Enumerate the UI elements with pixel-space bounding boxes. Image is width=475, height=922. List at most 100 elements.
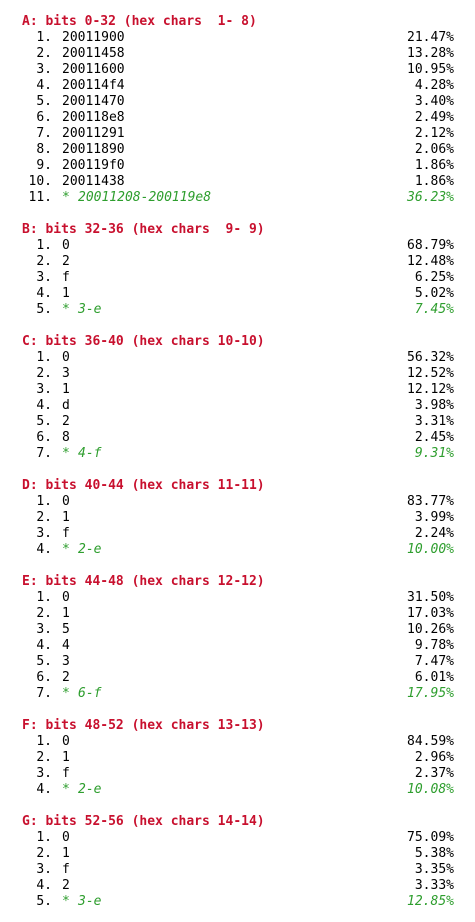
row-value: 20011900 bbox=[62, 30, 125, 45]
table-row: 5. 3 7.47% bbox=[22, 654, 475, 670]
table-row: 1. 0 56.32% bbox=[22, 350, 475, 366]
row-index: 11. bbox=[28, 190, 52, 205]
row-percent: 2.96% bbox=[414, 750, 454, 765]
table-row: 9. 200119f0 1.86% bbox=[22, 158, 475, 174]
summary-range: 2-e bbox=[78, 782, 102, 797]
row-percent: 3.98% bbox=[414, 398, 454, 413]
section-f: F: bits 48-52 (hex chars 13-13) 1. 0 84.59… bbox=[22, 718, 475, 798]
row-percent: 21.47% bbox=[407, 30, 454, 45]
section-header: F: bits 48-52 (hex chars 13-13) bbox=[22, 718, 265, 733]
summary-range: 4-f bbox=[78, 446, 102, 461]
row-percent: 5.38% bbox=[414, 846, 454, 861]
row-percent: 83.77% bbox=[407, 494, 454, 509]
row-percent: 2.49% bbox=[414, 110, 454, 125]
row-index: 8. bbox=[36, 142, 52, 157]
row-value: 1 bbox=[62, 606, 70, 621]
row-value: f bbox=[62, 862, 70, 877]
table-row: 6. 200118e8 2.49% bbox=[22, 110, 475, 126]
row-percent: 31.50% bbox=[407, 590, 454, 605]
table-row: 1. 0 31.50% bbox=[22, 590, 475, 606]
summary-row: 7. * 6-f 17.95% bbox=[22, 686, 475, 702]
row-index: 7. bbox=[36, 446, 52, 461]
table-row: 1. 0 75.09% bbox=[22, 830, 475, 846]
row-index: 5. bbox=[36, 414, 52, 429]
row-index: 6. bbox=[36, 110, 52, 125]
section-header: G: bits 52-56 (hex chars 14-14) bbox=[22, 814, 265, 829]
summary-range: 20011208-200119e8 bbox=[78, 190, 212, 205]
table-row: 2. 20011458 13.28% bbox=[22, 46, 475, 62]
row-value: 200118e8 bbox=[62, 110, 125, 125]
summary-row: 5. * 3-e 7.45% bbox=[22, 302, 475, 318]
row-index: 1. bbox=[36, 238, 52, 253]
row-index: 1. bbox=[36, 734, 52, 749]
row-index: 4. bbox=[36, 542, 52, 557]
table-row: 3. f 3.35% bbox=[22, 862, 475, 878]
table-row: 8. 20011890 2.06% bbox=[22, 142, 475, 158]
row-index: 2. bbox=[36, 254, 52, 269]
section-header: B: bits 32-36 (hex chars 9- 9) bbox=[22, 222, 265, 237]
row-percent: 10.26% bbox=[407, 622, 454, 637]
row-percent: 3.31% bbox=[414, 414, 454, 429]
row-value: 5 bbox=[62, 622, 70, 637]
row-percent: 56.32% bbox=[407, 350, 454, 365]
row-index: 2. bbox=[36, 846, 52, 861]
row-index: 7. bbox=[36, 126, 52, 141]
row-value: 20011470 bbox=[62, 94, 125, 109]
table-row: 1. 0 83.77% bbox=[22, 494, 475, 510]
row-percent: 17.03% bbox=[407, 606, 454, 621]
table-row: 3. f 2.37% bbox=[22, 766, 475, 782]
table-row: 4. 1 5.02% bbox=[22, 286, 475, 302]
row-percent: 68.79% bbox=[407, 238, 454, 253]
row-index: 4. bbox=[36, 398, 52, 413]
section-header: D: bits 40-44 (hex chars 11-11) bbox=[22, 478, 265, 493]
row-value: 0 bbox=[62, 350, 70, 365]
summary-range: 6-f bbox=[78, 686, 102, 701]
table-row: 2. 1 17.03% bbox=[22, 606, 475, 622]
summary-marker: * bbox=[62, 446, 70, 461]
row-value: 0 bbox=[62, 734, 70, 749]
row-percent: 3.35% bbox=[414, 862, 454, 877]
row-percent: 4.28% bbox=[414, 78, 454, 93]
row-index: 2. bbox=[36, 46, 52, 61]
row-index: 4. bbox=[36, 782, 52, 797]
row-value: d bbox=[62, 398, 70, 413]
row-index: 3. bbox=[36, 526, 52, 541]
row-percent: 2.37% bbox=[414, 766, 454, 781]
summary-marker: * bbox=[62, 542, 70, 557]
row-percent: 3.40% bbox=[414, 94, 454, 109]
row-value: 200114f4 bbox=[62, 78, 125, 93]
row-value: 8 bbox=[62, 430, 70, 445]
table-row: 3. 20011600 10.95% bbox=[22, 62, 475, 78]
table-row: 4. d 3.98% bbox=[22, 398, 475, 414]
row-percent: 2.12% bbox=[414, 126, 454, 141]
table-row: 10. 20011438 1.86% bbox=[22, 174, 475, 190]
summary-percent: 10.08% bbox=[407, 782, 454, 797]
table-row: 5. 2 3.31% bbox=[22, 414, 475, 430]
section-a: A: bits 0-32 (hex chars 1- 8) 1. 20011900… bbox=[22, 14, 475, 206]
row-percent: 3.33% bbox=[414, 878, 454, 893]
table-row: 2. 3 12.52% bbox=[22, 366, 475, 382]
section-d: D: bits 40-44 (hex chars 11-11) 1. 0 83.77… bbox=[22, 478, 475, 558]
row-percent: 6.01% bbox=[414, 670, 454, 685]
row-index: 2. bbox=[36, 366, 52, 381]
row-percent: 13.28% bbox=[407, 46, 454, 61]
summary-percent: 36.23% bbox=[407, 190, 454, 205]
section-g: G: bits 52-56 (hex chars 14-14) 1. 0 75.09… bbox=[22, 814, 475, 910]
row-value: 1 bbox=[62, 846, 70, 861]
table-row: 4. 2 3.33% bbox=[22, 878, 475, 894]
row-index: 5. bbox=[36, 894, 52, 909]
row-index: 4. bbox=[36, 78, 52, 93]
table-row: 1. 0 68.79% bbox=[22, 238, 475, 254]
row-percent: 2.06% bbox=[414, 142, 454, 157]
row-percent: 1.86% bbox=[414, 158, 454, 173]
row-value: f bbox=[62, 270, 70, 285]
table-row: 1. 0 84.59% bbox=[22, 734, 475, 750]
row-index: 4. bbox=[36, 638, 52, 653]
row-index: 10. bbox=[28, 174, 52, 189]
summary-marker: * bbox=[62, 302, 70, 317]
row-index: 5. bbox=[36, 94, 52, 109]
row-percent: 3.99% bbox=[414, 510, 454, 525]
table-row: 2. 1 3.99% bbox=[22, 510, 475, 526]
section-e: E: bits 44-48 (hex chars 12-12) 1. 0 31.50… bbox=[22, 574, 475, 702]
row-index: 3. bbox=[36, 62, 52, 77]
